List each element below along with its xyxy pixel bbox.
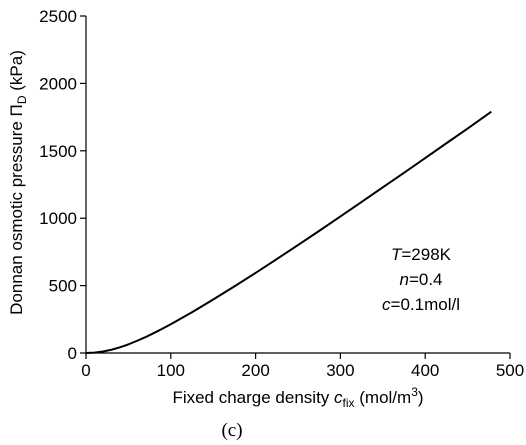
x-tick-label: 200	[241, 361, 269, 380]
x-axis-title-main: Fixed charge density	[172, 388, 334, 407]
annotation-temperature-var: T	[391, 245, 403, 264]
series-line	[85, 110, 492, 354]
axes	[85, 16, 510, 354]
y-axis-title: Donnan osmotic pressure ΠD (kPa)	[7, 50, 29, 315]
y-tick-label: 0	[68, 344, 77, 363]
x-tick-label: 400	[411, 361, 439, 380]
x-axis-title-unit-sup: 3	[411, 385, 418, 399]
y-tick-label: 2000	[39, 74, 77, 93]
x-tick-label: 100	[157, 361, 185, 380]
figure-caption: (c)	[221, 420, 242, 441]
y-axis-title-sub: D	[15, 95, 29, 104]
x-tick-label: 300	[326, 361, 354, 380]
y-axis-title-var: Π	[7, 104, 26, 116]
x-axis-title-unit-close: )	[418, 388, 424, 407]
y-axis-title-main: Donnan osmotic pressure	[7, 116, 26, 314]
annotation-n-var: n	[399, 270, 408, 289]
y-axis-title-unit: (kPa)	[7, 50, 26, 95]
x-axis-title: Fixed charge density cfix (mol/m3)	[172, 385, 423, 410]
y-tick-label: 1000	[39, 209, 77, 228]
series	[85, 110, 492, 354]
annotation-concentration-var: c	[382, 295, 391, 314]
x-axis-title-sub: fix	[343, 396, 355, 410]
y-tick-label: 1500	[39, 142, 77, 161]
x-axis-title-unit-open: (mol/m	[355, 388, 412, 407]
ticks: 0 100 200 300 400 500 0 500 1000 1500 2000 2500	[39, 7, 524, 380]
annotation-concentration-value: =0.1mol/l	[391, 295, 460, 314]
annotation-n: n=0.4	[399, 270, 442, 289]
x-axis-title-var: c	[334, 388, 343, 407]
annotation-temperature: T=298K	[391, 245, 452, 264]
annotation-concentration: c=0.1mol/l	[382, 295, 460, 314]
y-tick-label: 2500	[39, 7, 77, 26]
x-tick-label: 0	[81, 361, 90, 380]
y-tick-label: 500	[49, 277, 77, 296]
annotation-n-value: =0.4	[409, 270, 443, 289]
x-tick-label: 500	[496, 361, 524, 380]
annotation-temperature-value: =298K	[401, 245, 451, 264]
